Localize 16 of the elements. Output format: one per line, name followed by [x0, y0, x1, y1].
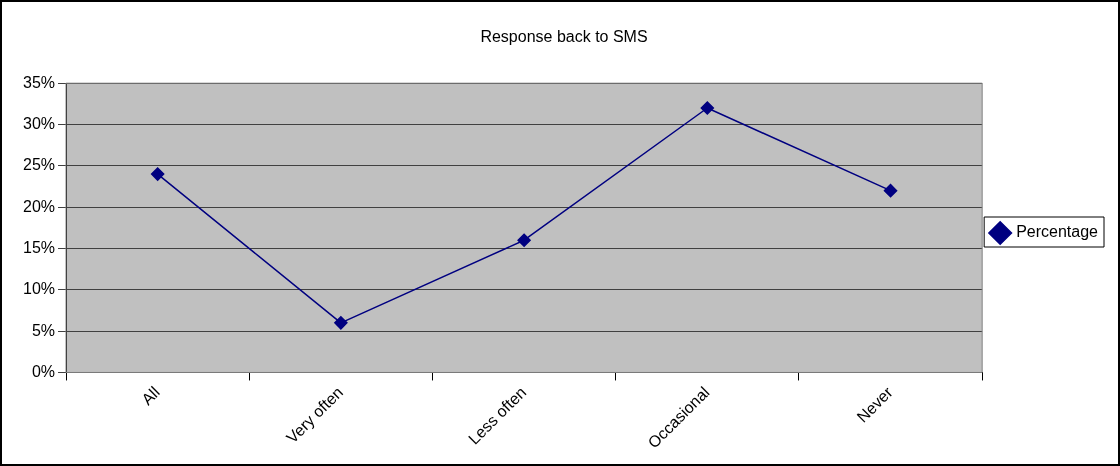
point	[334, 316, 348, 330]
y-tick-label: 5%	[31, 321, 56, 339]
legend-label: Percentage	[1016, 223, 1099, 241]
y-tick-label: 30%	[22, 114, 56, 132]
point	[700, 101, 715, 115]
point	[517, 233, 531, 247]
y-tick-label: 35%	[22, 73, 56, 91]
y-tick-label: 10%	[22, 280, 56, 298]
y-tick-label: 20%	[22, 197, 56, 215]
y-tick-label: 0%	[31, 362, 56, 380]
point	[150, 167, 165, 181]
point	[883, 183, 898, 198]
y-tick-label: 25%	[22, 156, 56, 174]
x-tick-label: All	[138, 383, 163, 409]
chart-title: Response back to SMS	[480, 28, 648, 46]
y-tick-label: 15%	[22, 238, 56, 256]
